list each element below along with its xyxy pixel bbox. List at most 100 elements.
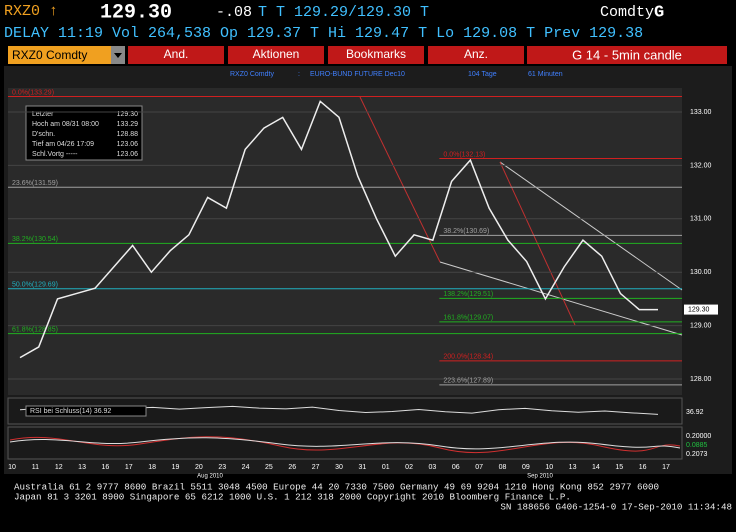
- date-label: 23: [218, 464, 226, 471]
- legend-label: D'schn.: [32, 131, 55, 138]
- macd-label: 0.2073: [686, 451, 708, 458]
- menu-button[interactable]: [328, 46, 424, 64]
- y-tick-label: 132.00: [690, 162, 712, 169]
- date-label: 01: [382, 464, 390, 471]
- fib-label: 223.6%(127.89): [443, 378, 493, 385]
- date-label: 02: [405, 464, 413, 471]
- fib-label: 0.0%(132.13): [443, 151, 485, 158]
- fib-label: 161.8%(129.07): [443, 315, 493, 322]
- menu-label: Anz.: [464, 47, 488, 61]
- date-label: 13: [78, 464, 86, 471]
- date-label: 16: [639, 464, 647, 471]
- fib-label: 38.2%(130.69): [443, 228, 489, 235]
- macd-label: 0.0885: [686, 442, 708, 449]
- footer-line: Australia 61 2 9777 8600 Brazil 5511 304…: [14, 481, 659, 492]
- footer-line: SN 188656 G406-1254-0 17-Sep-2010 11:34:…: [500, 501, 732, 512]
- last-price-box: [684, 304, 718, 315]
- footer-line: Japan 81 3 3201 8900 Singapore 65 6212 1…: [14, 491, 571, 502]
- fib-label: 200.0%(128.34): [443, 354, 493, 361]
- title-box: [527, 46, 727, 64]
- price-line: [19, 100, 658, 359]
- chart-header: RXZ0 Comdty: [230, 71, 274, 78]
- menu-label: Aktionen: [253, 47, 300, 61]
- date-label: 24: [242, 464, 250, 471]
- date-label: 25: [265, 464, 273, 471]
- date-label: 13: [569, 464, 577, 471]
- date-label: 17: [662, 464, 670, 471]
- fib-label: 138.2%(129.51): [443, 291, 493, 298]
- date-label: 31: [358, 464, 366, 471]
- rsi-last: 36.92: [686, 409, 704, 416]
- menu-button[interactable]: [228, 46, 324, 64]
- month-label: Sep 2010: [527, 474, 553, 480]
- date-label: 12: [55, 464, 63, 471]
- change: -.08: [216, 4, 252, 21]
- rsi-label: RSI bei Schluss(14) 36.92: [30, 408, 111, 415]
- legend-label: Hoch am 08/31 08:00: [32, 121, 99, 128]
- chart-header: 61 Minuten: [528, 71, 563, 78]
- legend-label: Schl.Vortg -----: [32, 151, 78, 158]
- month-label: Aug 2010: [197, 474, 223, 480]
- sector: Comdty: [600, 4, 654, 21]
- legend-value: 133.29: [117, 121, 139, 128]
- date-label: 03: [429, 464, 437, 471]
- date-label: 10: [545, 464, 553, 471]
- date-label: 17: [125, 464, 133, 471]
- fib-label: 50.0%(129.69): [12, 282, 58, 289]
- chart-header: :: [298, 71, 300, 78]
- menu-label: Bookmarks: [346, 47, 406, 61]
- date-label: 20: [195, 464, 203, 471]
- legend-box: [25, 105, 143, 161]
- trend-line: [499, 161, 683, 291]
- dropdown-arrow: [114, 53, 122, 58]
- date-label: 27: [312, 464, 320, 471]
- rsi-legend: [25, 405, 147, 417]
- fib-label: 61.8%(128.85): [12, 326, 58, 333]
- date-label: 09: [522, 464, 530, 471]
- date-label: 26: [288, 464, 296, 471]
- macd-line: [9, 437, 681, 450]
- legend-value: 123.06: [117, 151, 139, 158]
- menu-button[interactable]: [128, 46, 224, 64]
- legend-label: Tief am 04/26 17:09: [32, 141, 94, 148]
- ticker: RXZ0 ↑: [4, 3, 58, 20]
- date-label: 16: [102, 464, 110, 471]
- date-label: 15: [615, 464, 623, 471]
- macd-label: 0.20000: [686, 433, 711, 440]
- chart-type: G 14 - 5min candle: [572, 47, 682, 62]
- menu-label: And.: [164, 47, 189, 61]
- chart-header: 104 Tage: [468, 71, 497, 78]
- chart-header: EURO-BUND FUTURE Dec10: [310, 71, 405, 78]
- legend-value: 129.30: [117, 111, 139, 118]
- security-box[interactable]: [8, 46, 111, 64]
- security: RXZ0 Comdty: [12, 48, 87, 62]
- y-tick-label: 128.00: [690, 376, 712, 383]
- date-label: 19: [172, 464, 180, 471]
- menu-button[interactable]: [428, 46, 524, 64]
- legend-value: 123.06: [117, 141, 139, 148]
- date-label: 30: [335, 464, 343, 471]
- y-tick-label: 133.00: [690, 109, 712, 116]
- date-label: 07: [475, 464, 483, 471]
- fib-label: 23.6%(131.59): [12, 180, 58, 187]
- date-label: 11: [32, 464, 39, 471]
- legend-label: Letzter: [32, 111, 54, 118]
- trend-line: [359, 96, 441, 263]
- last-price: 129.30: [688, 306, 710, 313]
- y-tick-label: 129.00: [690, 322, 712, 329]
- sector-key: G: [654, 3, 664, 22]
- fib-label: 38.2%(130.54): [12, 236, 58, 243]
- date-label: 06: [452, 464, 460, 471]
- bid-ask: T T 129.29/129.30 T: [258, 4, 429, 21]
- quote-line: DELAY 11:19 Vol 264,538 Op 129.37 T Hi 1…: [4, 25, 643, 42]
- fib-label: 0.0%(133.29): [12, 89, 54, 96]
- y-tick-label: 130.00: [690, 269, 712, 276]
- date-label: 08: [499, 464, 507, 471]
- legend-value: 128.88: [117, 131, 139, 138]
- date-label: 10: [8, 464, 16, 471]
- date-label: 14: [592, 464, 600, 471]
- date-label: 18: [148, 464, 156, 471]
- y-tick-label: 131.00: [690, 216, 712, 223]
- price: 129.30: [100, 1, 172, 24]
